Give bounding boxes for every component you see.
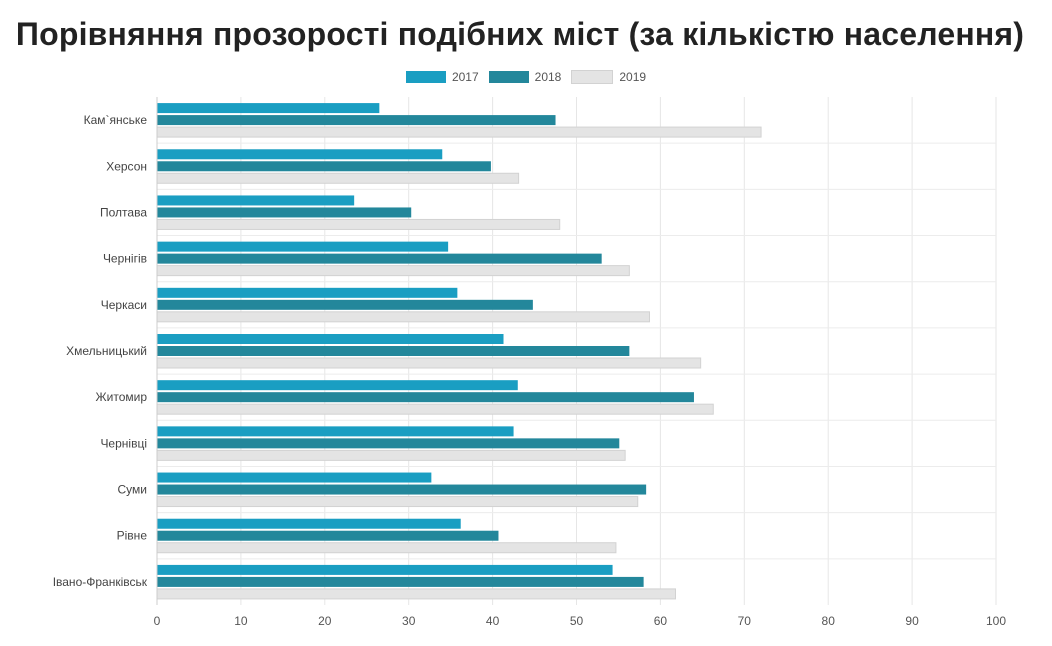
- bar-2017: [157, 103, 380, 114]
- category-label: Полтава: [100, 205, 147, 219]
- bar-2019: [156, 542, 617, 554]
- bar-2017: [157, 426, 514, 437]
- bar-2017: [157, 287, 458, 298]
- bar-2017: [157, 334, 504, 344]
- category-label: Херсон: [106, 159, 147, 173]
- category-label: Івано-Франківськ: [53, 575, 148, 589]
- bar-2018: [157, 484, 647, 495]
- legend-label: 2019: [619, 70, 647, 84]
- bar-2017: [157, 149, 443, 160]
- legend-label: 2018: [534, 70, 562, 84]
- bar-2017: [157, 241, 449, 252]
- category-label: Житомир: [96, 390, 148, 404]
- x-tick-label: 60: [654, 614, 668, 628]
- bar-2017: [157, 472, 432, 483]
- bar-2019: [156, 449, 626, 461]
- x-tick-label: 30: [402, 614, 416, 628]
- bar-2018: [157, 392, 694, 403]
- bar-2017: [157, 564, 613, 575]
- bar-2019: [156, 357, 702, 369]
- bar-2018: [157, 253, 602, 264]
- bar-2018: [157, 161, 491, 172]
- legend-swatch: [488, 71, 529, 83]
- bar-2019: [156, 126, 762, 138]
- x-tick-label: 80: [822, 614, 836, 628]
- category-label: Чернівці: [100, 436, 147, 450]
- category-label: Рівне: [117, 529, 148, 543]
- chart-legend: 2017 2018 2019: [0, 70, 1052, 84]
- bar-2017: [157, 518, 461, 529]
- x-tick-label: 90: [905, 614, 919, 628]
- bar-2018: [157, 530, 499, 541]
- bar-2018: [157, 576, 644, 587]
- category-label: Суми: [118, 483, 147, 497]
- bar-2019: [156, 218, 561, 230]
- category-label: Черкаси: [101, 298, 147, 312]
- bar-2019: [156, 265, 630, 277]
- category-label: Кам`янське: [84, 113, 148, 127]
- bar-2017: [157, 380, 518, 391]
- bar-2019: [156, 588, 677, 600]
- bar-2018: [157, 346, 630, 356]
- legend-swatch: [405, 71, 446, 83]
- legend-swatch: [571, 70, 614, 84]
- bar-2019: [156, 172, 520, 184]
- x-tick-label: 0: [154, 614, 161, 628]
- bar-2019: [156, 311, 650, 323]
- x-tick-label: 50: [570, 614, 584, 628]
- legend-item-2018[interactable]: 2018: [488, 70, 562, 84]
- chart-title: Порівняння прозорості подібних міст (за …: [15, 16, 1025, 52]
- bar-2018: [157, 207, 412, 218]
- category-label: Чернігів: [103, 252, 147, 266]
- bar-2018: [157, 299, 533, 310]
- x-tick-label: 100: [986, 614, 1006, 628]
- x-tick-label: 70: [738, 614, 752, 628]
- bar-2019: [156, 403, 714, 415]
- category-label: Хмельницький: [66, 344, 147, 358]
- bar-2019: [156, 496, 639, 508]
- x-tick-label: 10: [234, 614, 248, 628]
- bar-2018: [157, 438, 620, 449]
- legend-item-2017[interactable]: 2017: [405, 70, 479, 84]
- x-tick-label: 20: [318, 614, 332, 628]
- legend-item-2019[interactable]: 2019: [571, 70, 646, 84]
- bar-2017: [157, 195, 355, 206]
- bar-2018: [157, 115, 556, 126]
- legend-label: 2017: [451, 70, 479, 84]
- x-tick-label: 40: [486, 614, 500, 628]
